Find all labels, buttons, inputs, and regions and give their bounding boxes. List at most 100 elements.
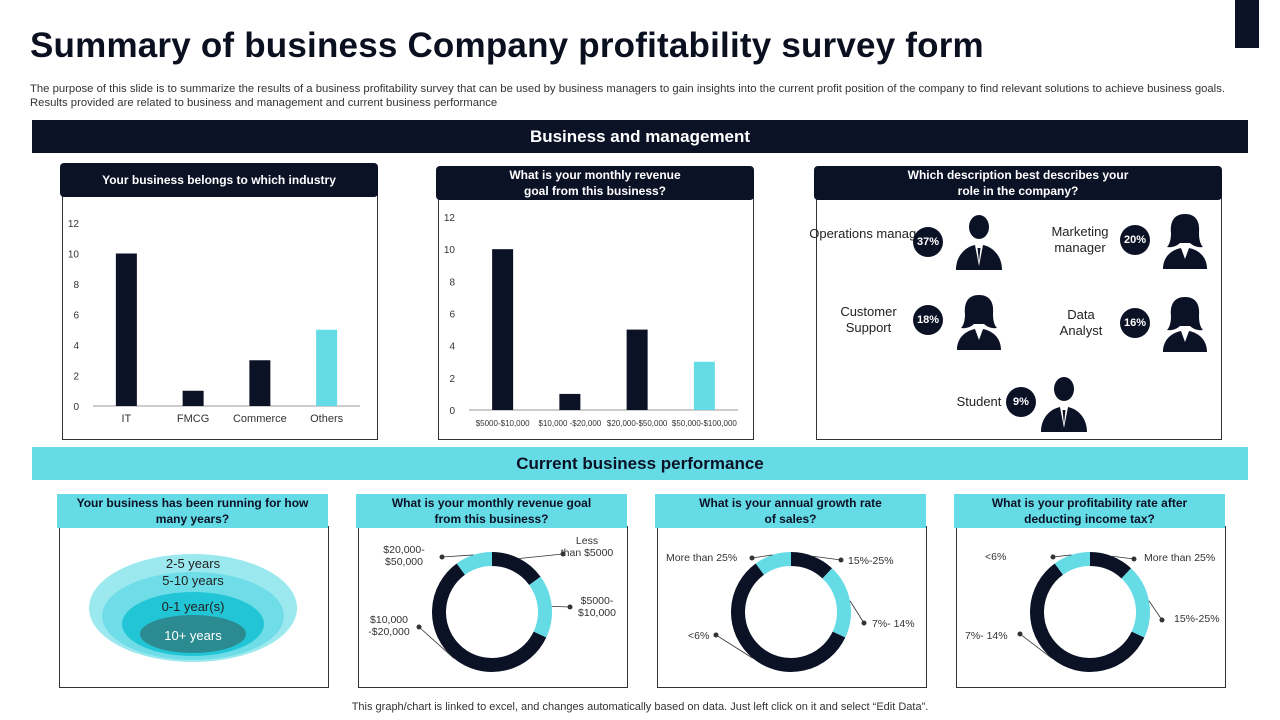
female-person-icon (1159, 294, 1211, 357)
page-subtitle: The purpose of this slide is to summariz… (30, 83, 1225, 109)
role-label: Marketing manager (1051, 224, 1109, 255)
bar[interactable] (182, 390, 204, 406)
years-question-header: Your business has been running for how m… (57, 494, 328, 528)
y-tick-label: 12 (444, 213, 456, 224)
y-tick-label: 2 (449, 374, 455, 385)
bar[interactable] (316, 329, 338, 406)
donut-slice[interactable] (432, 563, 547, 672)
growth-donut-chart[interactable]: 15%-25% 7%- 14% <6% More than 25% (658, 527, 926, 687)
x-tick-label: $20,000-$50,000 (607, 419, 668, 428)
leader-dot (1131, 556, 1137, 562)
role-percent-badge: 9% (1006, 387, 1036, 417)
donut-slice[interactable] (1030, 563, 1145, 672)
profitability-donut-panel: More than 25% 15%-25% 7%- 14% <6% (956, 526, 1226, 688)
donut-slice[interactable] (755, 552, 792, 575)
x-tick-label: $5000-$10,000 (476, 419, 530, 428)
leader-line (1148, 600, 1163, 621)
footer-note: This graph/chart is linked to excel, and… (351, 701, 929, 713)
leader-dot (861, 620, 867, 626)
section-header-performance: Current business performance (32, 447, 1248, 480)
donut-slice[interactable] (822, 568, 851, 638)
bar[interactable] (115, 253, 137, 407)
revenue-chart-panel: 0 2 4 6 8 10 12 $5000-$10,000 $10,000 -$20,000 $2… (438, 186, 754, 440)
leader-line (813, 555, 842, 561)
role-percent-badge: 37% (913, 227, 943, 257)
male-person-icon (953, 212, 1005, 275)
leader-line (849, 600, 865, 624)
y-tick-label: 0 (73, 402, 79, 413)
role-percent-badge: 20% (1120, 225, 1150, 255)
bar[interactable] (249, 360, 271, 406)
leader-dot (838, 557, 844, 563)
years-panel: 2-5 years 5-10 years 0-1 year(s) 10+ yea… (59, 526, 329, 688)
section-header-management: Business and management (32, 120, 1248, 153)
years-label-10-plus: 10+ years (164, 628, 222, 643)
page-title: Summary of business Company profitabilit… (30, 26, 984, 65)
leader-dot (416, 624, 422, 630)
profitability-question-header: What is your profitability rate after de… (954, 494, 1225, 528)
revenue-donut-chart[interactable]: Less than $5000 $5000-$10,000 $10,000 -$20,0… (359, 527, 627, 687)
leader-line (1019, 633, 1052, 659)
industry-question-header: Your business belongs to which industry (60, 163, 378, 197)
profitability-donut-chart[interactable]: More than 25% 15%-25% 7%- 14% <6% (957, 527, 1225, 687)
x-tick-label: IT (121, 413, 131, 425)
slice-label: $10,000 -$20,000 (368, 614, 410, 638)
y-tick-label: 12 (68, 219, 80, 230)
slice-label: 7%- 14% (872, 618, 915, 630)
donut-slice[interactable] (731, 563, 846, 672)
slice-label: $5000-$10,000 (578, 595, 616, 619)
y-tick-label: 8 (73, 280, 79, 291)
years-label-5-10: 5-10 years (162, 573, 224, 588)
leader-line (441, 554, 474, 558)
donut-slice[interactable] (456, 552, 493, 575)
y-tick-label: 4 (449, 342, 455, 353)
industry-bar-chart[interactable]: 0 2 4 6 8 10 12 IT FMCG Commerce Others (63, 181, 377, 439)
slice-label: <6% (985, 551, 1006, 563)
slice-label: 15%-25% (1174, 613, 1220, 625)
donut-slice[interactable] (529, 576, 552, 638)
leader-line (519, 553, 564, 559)
leader-dot (560, 551, 566, 557)
y-tick-label: 6 (73, 311, 79, 322)
corner-accent-block (1235, 0, 1259, 48)
leader-line (551, 605, 571, 608)
revenue-donut-panel: Less than $5000 $5000-$10,000 $10,000 -$20,0… (358, 526, 628, 688)
x-tick-label: Commerce (233, 413, 287, 425)
growth-donut-panel: 15%-25% 7%- 14% <6% More than 25% (657, 526, 927, 688)
donut-slice[interactable] (491, 552, 541, 586)
donut-slice[interactable] (790, 552, 833, 579)
years-label-0-1: 0-1 year(s) (162, 599, 225, 614)
revenue-bar-chart[interactable]: 0 2 4 6 8 10 12 $5000-$10,000 $10,000 -$20,000 $2… (439, 187, 753, 439)
bar[interactable] (693, 361, 715, 410)
bar[interactable] (492, 249, 514, 410)
y-tick-label: 0 (449, 406, 455, 417)
leader-line (1112, 555, 1135, 560)
x-tick-label: FMCG (177, 413, 209, 425)
y-tick-label: 2 (73, 372, 79, 383)
slice-label: 15%-25% (848, 555, 894, 567)
growth-question-header: What is your annual growth rate of sales… (655, 494, 926, 528)
role-percent-badge: 18% (913, 305, 943, 335)
ellipse-inner (140, 615, 246, 653)
donut-slice[interactable] (1089, 552, 1132, 579)
leader-dot (567, 604, 573, 610)
bar[interactable] (626, 329, 648, 410)
donut-slice[interactable] (1121, 568, 1150, 638)
years-layered-ellipses: 2-5 years 5-10 years 0-1 year(s) 10+ yea… (89, 554, 297, 662)
role-question-header: Which description best describes your ro… (814, 166, 1222, 200)
role-label: Data Analyst (1059, 307, 1103, 338)
donut-slice[interactable] (1054, 552, 1091, 575)
role-label: Operations manager (809, 226, 928, 241)
role-label: Customer Support (840, 304, 897, 335)
slice-label: 7%- 14% (965, 630, 1008, 642)
y-tick-label: 8 (449, 277, 455, 288)
x-tick-label: $50,000-$100,000 (672, 419, 738, 428)
male-person-icon (1038, 374, 1090, 437)
role-percent-badge: 16% (1120, 308, 1150, 338)
industry-chart-panel: 0 2 4 6 8 10 12 IT FMCG Commerce Others (62, 180, 378, 440)
slice-label: Less than $5000 (561, 535, 614, 559)
slice-label: More than 25% (1144, 552, 1215, 564)
female-person-icon (1159, 211, 1211, 274)
revenue-question-header: What is your monthly revenue goal from t… (436, 166, 754, 200)
bar[interactable] (559, 393, 581, 410)
